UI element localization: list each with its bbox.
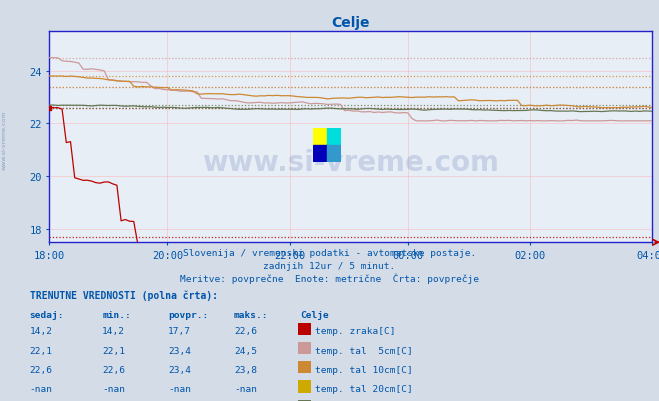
Text: www.si-vreme.com: www.si-vreme.com [2, 111, 7, 170]
Text: TRENUTNE VREDNOSTI (polna črta):: TRENUTNE VREDNOSTI (polna črta): [30, 290, 217, 301]
Text: 14,2: 14,2 [102, 327, 125, 336]
Title: Celje: Celje [331, 16, 370, 30]
Text: maks.:: maks.: [234, 310, 268, 319]
Text: temp. zraka[C]: temp. zraka[C] [315, 327, 395, 336]
Text: 22,6: 22,6 [30, 365, 53, 374]
Text: zadnjih 12ur / 5 minut.: zadnjih 12ur / 5 minut. [264, 262, 395, 271]
Text: 23,4: 23,4 [168, 365, 191, 374]
Text: temp. tal  5cm[C]: temp. tal 5cm[C] [315, 346, 413, 355]
Text: 24,5: 24,5 [234, 346, 257, 355]
Bar [313, 128, 327, 145]
Text: temp. tal 20cm[C]: temp. tal 20cm[C] [315, 385, 413, 393]
Text: -nan: -nan [234, 385, 257, 393]
Text: -nan: -nan [30, 385, 53, 393]
Text: Slovenija / vremenski podatki - avtomatske postaje.: Slovenija / vremenski podatki - avtomats… [183, 249, 476, 258]
Text: 22,1: 22,1 [102, 346, 125, 355]
Text: Celje: Celje [300, 310, 329, 319]
Text: 22,1: 22,1 [30, 346, 53, 355]
Text: povpr.:: povpr.: [168, 310, 208, 319]
Text: 17,7: 17,7 [168, 327, 191, 336]
Text: www.si-vreme.com: www.si-vreme.com [202, 149, 500, 176]
Text: -nan: -nan [102, 385, 125, 393]
Text: 23,8: 23,8 [234, 365, 257, 374]
Bar [327, 145, 341, 162]
Text: 22,6: 22,6 [234, 327, 257, 336]
Bar [313, 145, 327, 162]
Bar [327, 128, 341, 145]
Text: 23,4: 23,4 [168, 346, 191, 355]
Text: sedaj:: sedaj: [30, 310, 64, 319]
Text: min.:: min.: [102, 310, 131, 319]
Text: Meritve: povprečne  Enote: metrične  Črta: povprečje: Meritve: povprečne Enote: metrične Črta:… [180, 273, 479, 284]
Text: 14,2: 14,2 [30, 327, 53, 336]
Text: 22,6: 22,6 [102, 365, 125, 374]
Text: temp. tal 10cm[C]: temp. tal 10cm[C] [315, 365, 413, 374]
Text: -nan: -nan [168, 385, 191, 393]
